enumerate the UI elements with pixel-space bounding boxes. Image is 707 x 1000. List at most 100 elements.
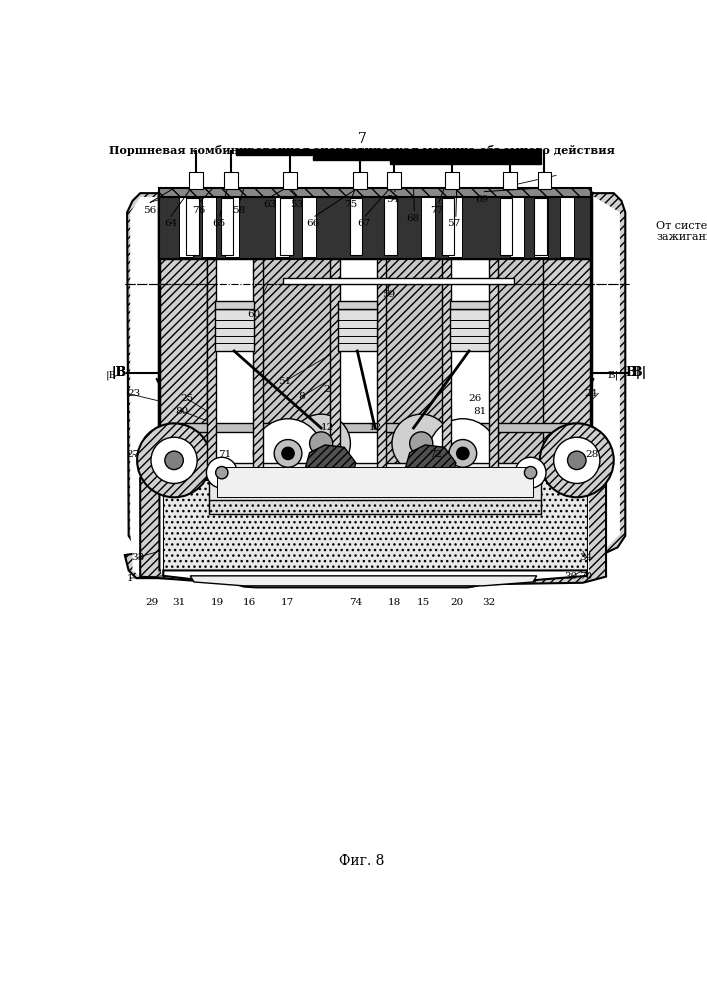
Bar xyxy=(189,172,204,189)
Bar xyxy=(489,259,498,474)
Bar xyxy=(167,423,583,432)
Text: |В: |В xyxy=(106,371,117,380)
Text: 32: 32 xyxy=(483,598,496,607)
Bar xyxy=(221,198,233,255)
Bar xyxy=(225,195,239,257)
Text: От системы
зажигания: От системы зажигания xyxy=(656,221,707,242)
Text: 53: 53 xyxy=(291,200,303,209)
Text: 68: 68 xyxy=(407,214,419,223)
Text: 77: 77 xyxy=(431,206,443,215)
Bar xyxy=(283,278,514,284)
Text: В|: В| xyxy=(607,371,619,380)
Text: 58: 58 xyxy=(232,206,245,215)
Polygon shape xyxy=(140,478,606,586)
Text: 28: 28 xyxy=(585,450,598,459)
Circle shape xyxy=(151,437,197,483)
Text: 18: 18 xyxy=(387,598,401,607)
Text: 71: 71 xyxy=(218,450,232,459)
Bar xyxy=(224,172,238,189)
Bar xyxy=(313,156,541,160)
Polygon shape xyxy=(190,576,537,586)
Text: 74: 74 xyxy=(349,598,363,607)
Bar xyxy=(160,193,590,478)
Text: 59: 59 xyxy=(382,290,395,299)
Polygon shape xyxy=(161,480,589,573)
Text: 15: 15 xyxy=(417,598,431,607)
Circle shape xyxy=(274,440,302,467)
Bar xyxy=(337,259,379,474)
Bar xyxy=(337,193,379,474)
Bar xyxy=(390,161,541,164)
Circle shape xyxy=(392,414,450,473)
Bar xyxy=(353,172,366,189)
Bar xyxy=(500,198,512,255)
Text: 30: 30 xyxy=(564,572,578,581)
Text: 66: 66 xyxy=(307,219,320,228)
Bar xyxy=(445,172,459,189)
Bar xyxy=(543,259,590,478)
Text: 8: 8 xyxy=(298,392,305,401)
Text: 23: 23 xyxy=(127,389,141,398)
Circle shape xyxy=(449,440,477,467)
Circle shape xyxy=(292,414,351,473)
Bar xyxy=(165,193,214,474)
Text: 51: 51 xyxy=(278,377,291,386)
Bar xyxy=(330,259,339,474)
Text: 65: 65 xyxy=(213,219,226,228)
Polygon shape xyxy=(406,445,456,482)
Circle shape xyxy=(554,437,600,483)
Text: |В: |В xyxy=(112,366,127,379)
Bar xyxy=(209,500,541,514)
Bar xyxy=(560,195,573,257)
Text: 33: 33 xyxy=(132,553,145,562)
Bar xyxy=(275,195,288,257)
Text: 19: 19 xyxy=(211,598,223,607)
Bar xyxy=(448,195,462,257)
Bar xyxy=(379,193,448,474)
Bar xyxy=(253,259,262,474)
Circle shape xyxy=(428,419,498,488)
Bar xyxy=(215,309,254,351)
Bar xyxy=(448,259,491,474)
Text: 12: 12 xyxy=(368,424,382,432)
Text: 27: 27 xyxy=(127,450,140,459)
Text: 17: 17 xyxy=(281,598,294,607)
Text: 69: 69 xyxy=(476,195,489,204)
Bar xyxy=(236,149,541,155)
Text: 31: 31 xyxy=(173,598,185,607)
Bar xyxy=(160,193,590,259)
Circle shape xyxy=(137,423,211,497)
Bar xyxy=(450,301,489,309)
Bar xyxy=(534,195,549,257)
Text: 64: 64 xyxy=(164,219,177,228)
Polygon shape xyxy=(163,570,587,587)
Circle shape xyxy=(253,419,322,488)
Polygon shape xyxy=(305,445,356,482)
Bar xyxy=(214,193,256,474)
Text: 25: 25 xyxy=(180,394,194,403)
Circle shape xyxy=(525,466,537,479)
Text: 70: 70 xyxy=(579,572,592,581)
Bar xyxy=(421,195,435,257)
Text: 7: 7 xyxy=(358,132,366,146)
Bar xyxy=(214,259,256,474)
Text: 81: 81 xyxy=(473,407,486,416)
Bar xyxy=(338,309,378,351)
Bar xyxy=(503,172,517,189)
Circle shape xyxy=(282,447,294,460)
Bar xyxy=(448,193,491,474)
Text: 67: 67 xyxy=(357,219,370,228)
Text: 60: 60 xyxy=(247,310,260,319)
Bar xyxy=(160,259,207,478)
Text: 54: 54 xyxy=(386,195,399,204)
Text: 72: 72 xyxy=(428,450,442,459)
Circle shape xyxy=(540,423,614,497)
Circle shape xyxy=(515,457,546,488)
Bar xyxy=(165,199,585,474)
Polygon shape xyxy=(125,193,625,584)
Circle shape xyxy=(409,432,433,455)
Text: 26: 26 xyxy=(468,394,481,403)
Bar xyxy=(281,198,293,255)
Bar xyxy=(350,198,362,255)
Bar xyxy=(302,195,316,257)
